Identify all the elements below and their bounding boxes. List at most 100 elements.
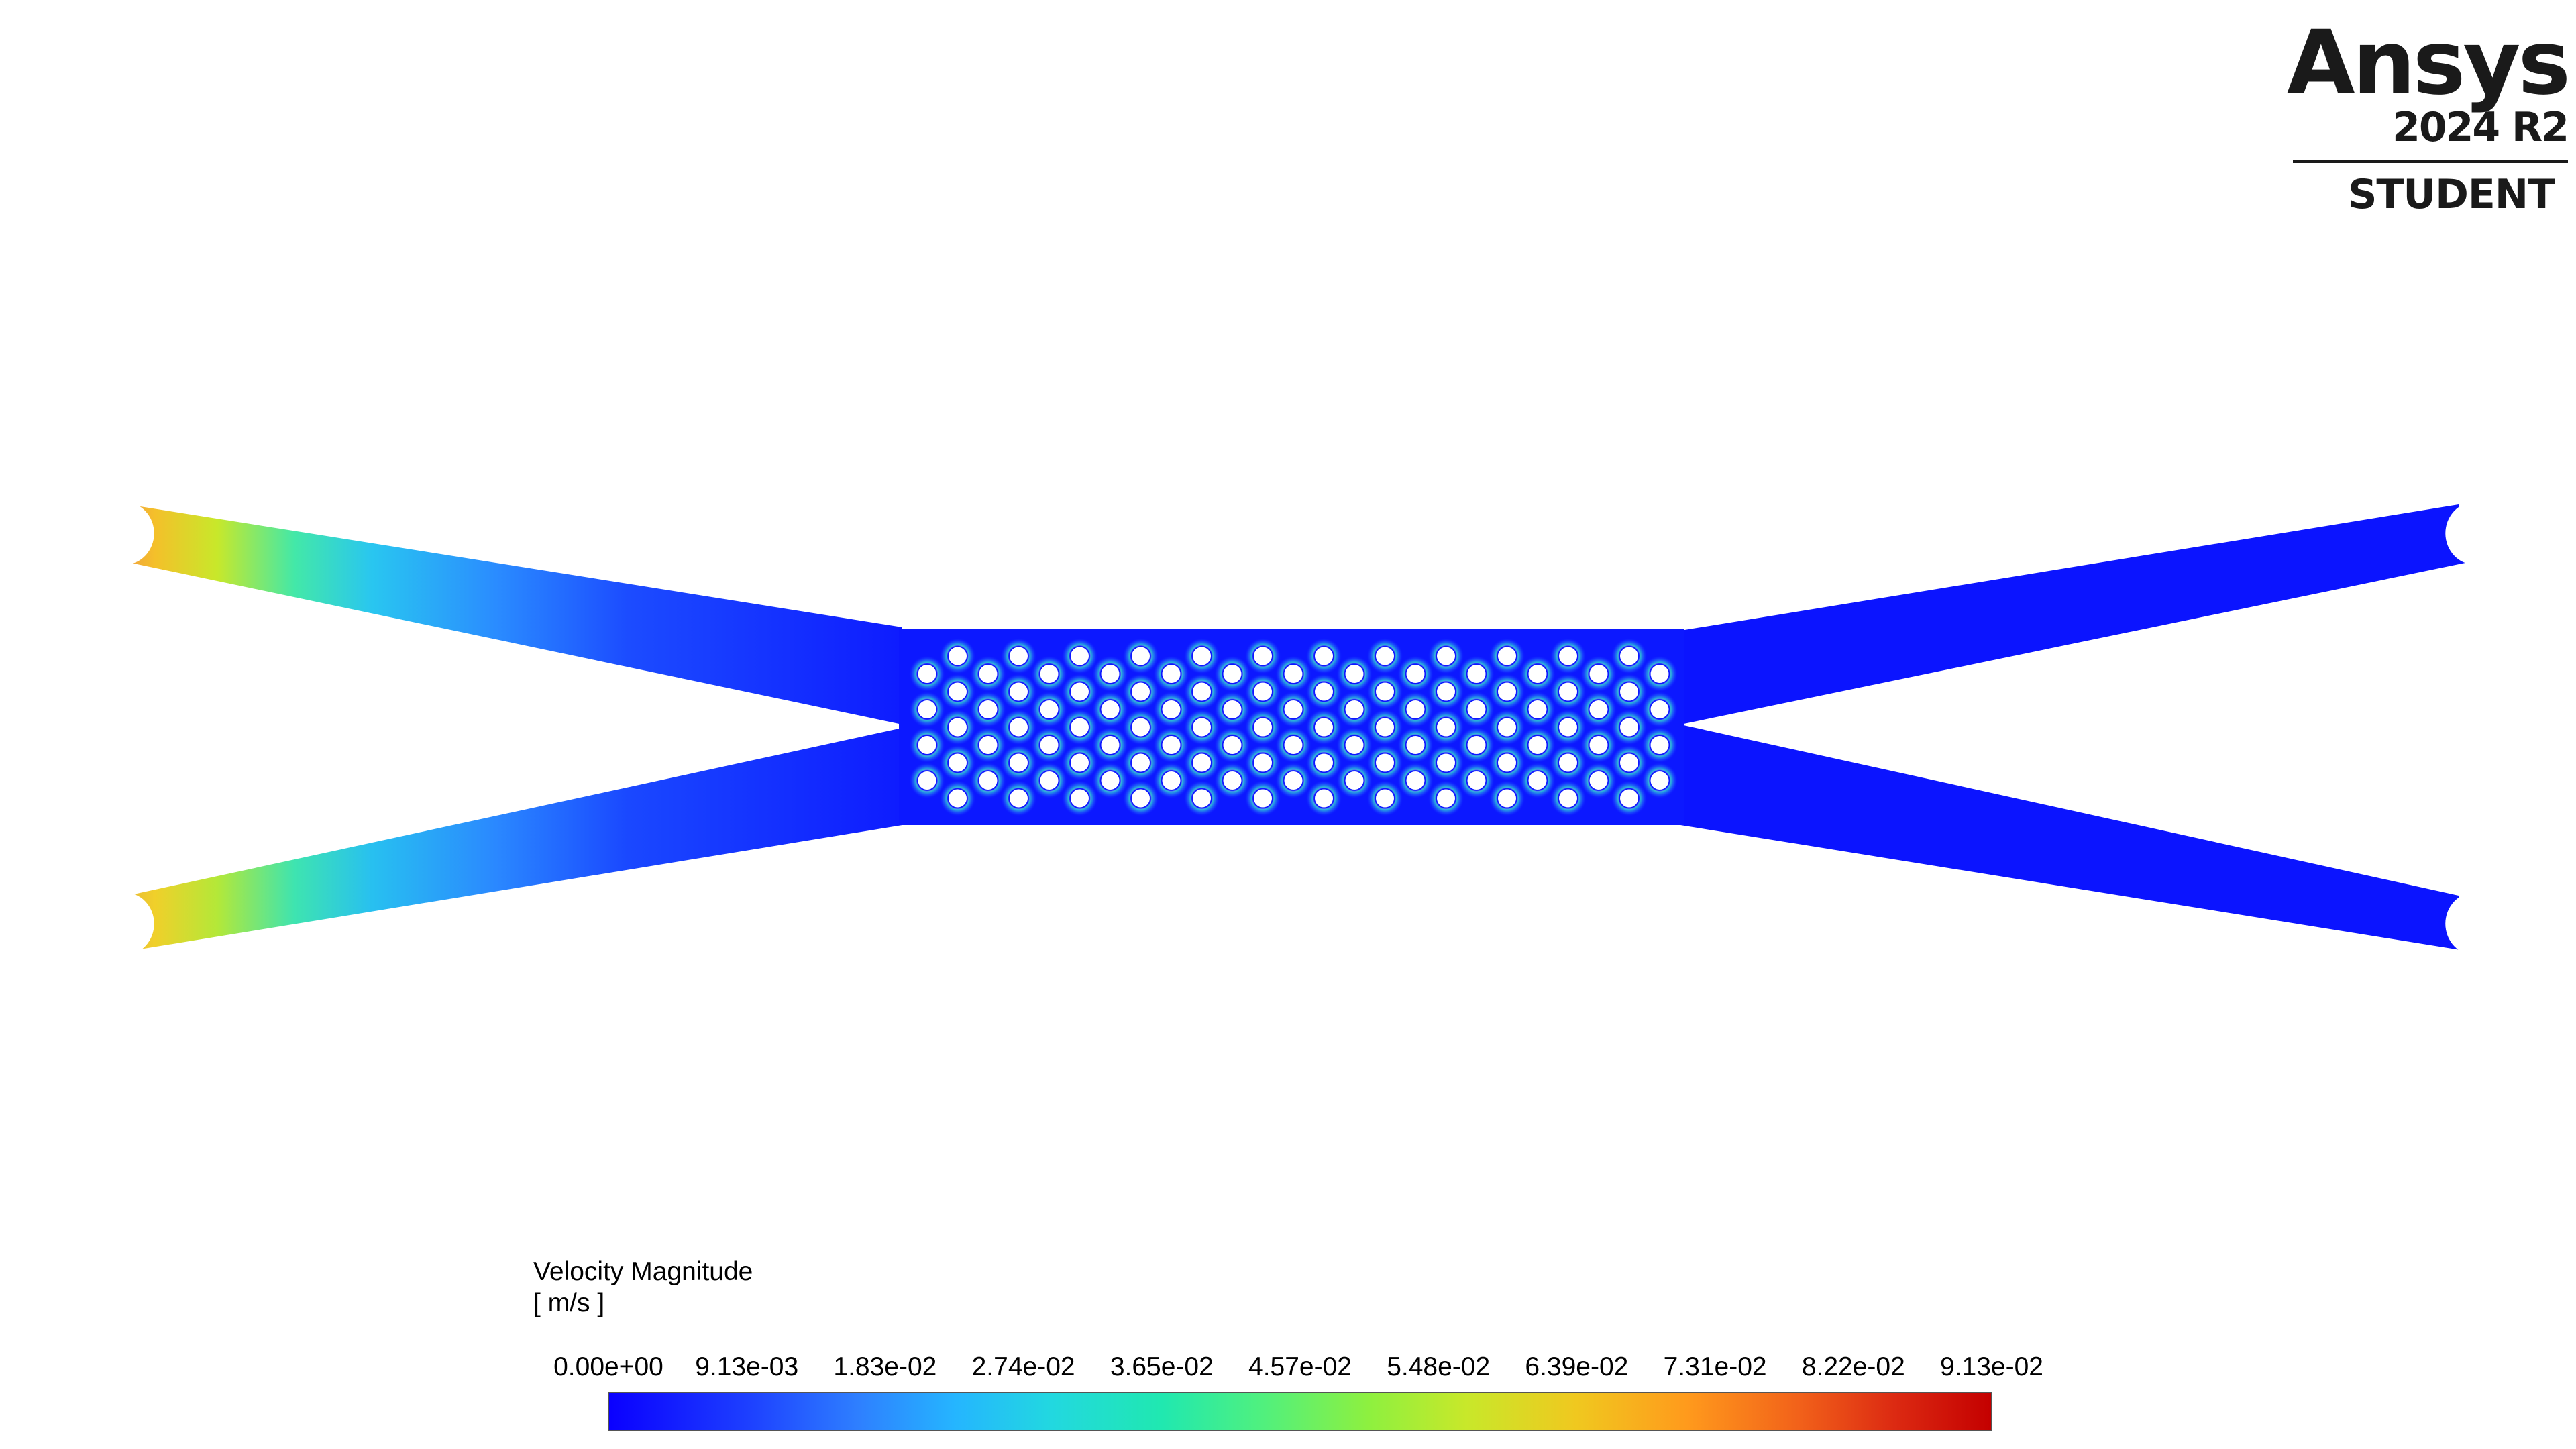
pin-fin bbox=[1254, 789, 1272, 808]
pin-fin bbox=[1315, 718, 1333, 737]
pin-fin bbox=[1437, 718, 1455, 737]
pin-fin bbox=[1559, 789, 1577, 808]
pin-fin bbox=[1467, 700, 1486, 718]
pin-fin bbox=[1376, 718, 1394, 737]
pin-fin bbox=[1498, 682, 1516, 701]
pin-fin bbox=[1315, 789, 1333, 808]
pin-fin bbox=[1528, 736, 1547, 754]
pin-fin bbox=[1223, 736, 1242, 754]
pin-fin bbox=[1467, 665, 1486, 683]
pin-fin bbox=[1498, 718, 1516, 737]
pin-fin bbox=[1528, 665, 1547, 683]
pin-fin bbox=[1376, 789, 1394, 808]
pin-fin bbox=[1498, 647, 1516, 665]
logo-brand: Ansys bbox=[2286, 11, 2571, 115]
pin-fin bbox=[1132, 718, 1150, 737]
pin-fin bbox=[1376, 753, 1394, 772]
inlet-arm-lower-left bbox=[127, 728, 902, 951]
pin-fin bbox=[1162, 700, 1181, 718]
ansys-logo: Ansys 2024 R2 STUDENT bbox=[2287, 19, 2571, 227]
pin-fin bbox=[1345, 736, 1364, 754]
pin-fin bbox=[1498, 789, 1516, 808]
pin-fin bbox=[1162, 771, 1181, 790]
pin-fin bbox=[1223, 700, 1242, 718]
pin-fin bbox=[1528, 700, 1547, 718]
pin-fin bbox=[1193, 789, 1211, 808]
pin-fin bbox=[1620, 753, 1638, 772]
pin-fin bbox=[1406, 736, 1425, 754]
pin-fin bbox=[1254, 682, 1272, 701]
pin-fin bbox=[1406, 771, 1425, 790]
pin-fin bbox=[1650, 771, 1669, 790]
pin-fin bbox=[1284, 736, 1303, 754]
pin-fin bbox=[918, 700, 936, 718]
pin-fin bbox=[1589, 736, 1608, 754]
pin-fin bbox=[1010, 718, 1028, 737]
pin-fin bbox=[1315, 753, 1333, 772]
pin-fin bbox=[1620, 789, 1638, 808]
pin-fin bbox=[1101, 665, 1120, 683]
pin-fin bbox=[1467, 736, 1486, 754]
inlet-arm-upper-left bbox=[127, 504, 902, 724]
pin-fin bbox=[1040, 771, 1059, 790]
pin-fin bbox=[1132, 647, 1150, 665]
pin-fin bbox=[1437, 682, 1455, 701]
pin-fin bbox=[1010, 789, 1028, 808]
pin-fin bbox=[1650, 736, 1669, 754]
pin-fin bbox=[1620, 647, 1638, 665]
pin-fin bbox=[1040, 700, 1059, 718]
pin-fin bbox=[1589, 665, 1608, 683]
pin-fin bbox=[1437, 647, 1455, 665]
pin-fin bbox=[979, 771, 998, 790]
pin-fin bbox=[1132, 682, 1150, 701]
pin-fin bbox=[1284, 771, 1303, 790]
pin-fin bbox=[1528, 771, 1547, 790]
pin-fin bbox=[1345, 771, 1364, 790]
pin-fin bbox=[1345, 700, 1364, 718]
pin-fin bbox=[1589, 700, 1608, 718]
pin-fin bbox=[1132, 789, 1150, 808]
pin-fin bbox=[1010, 647, 1028, 665]
pin-fin bbox=[1071, 753, 1089, 772]
logo-edition: STUDENT bbox=[2348, 171, 2555, 218]
pin-fin bbox=[1620, 682, 1638, 701]
pin-fin bbox=[918, 736, 936, 754]
pin-fin bbox=[1162, 736, 1181, 754]
pin-fin bbox=[1315, 647, 1333, 665]
pin-fin bbox=[1071, 718, 1089, 737]
pin-fin bbox=[1406, 665, 1425, 683]
pin-fin bbox=[1650, 665, 1669, 683]
pin-fin bbox=[1254, 647, 1272, 665]
pin-fin bbox=[949, 753, 967, 772]
pin-fin bbox=[1284, 665, 1303, 683]
outlet-arm-lower-right bbox=[1680, 724, 2469, 951]
pin-fin bbox=[949, 718, 967, 737]
pin-fin bbox=[1437, 753, 1455, 772]
pin-fin bbox=[979, 700, 998, 718]
pin-fin bbox=[949, 789, 967, 808]
pin-fin bbox=[1559, 647, 1577, 665]
pin-fin bbox=[1620, 718, 1638, 737]
outlet-arm-upper-right bbox=[1680, 504, 2469, 724]
pin-fin bbox=[1254, 718, 1272, 737]
pin-fin bbox=[1315, 682, 1333, 701]
pin-fin bbox=[1559, 682, 1577, 701]
pin-fin bbox=[1101, 736, 1120, 754]
pin-fin bbox=[1101, 700, 1120, 718]
pin-fin bbox=[1193, 682, 1211, 701]
pin-fin bbox=[1193, 753, 1211, 772]
pin-fin bbox=[1437, 789, 1455, 808]
pin-fin bbox=[1498, 753, 1516, 772]
pin-array bbox=[909, 638, 1678, 816]
pin-fin bbox=[1589, 771, 1608, 790]
pin-fin bbox=[1376, 647, 1394, 665]
pin-fin bbox=[1010, 682, 1028, 701]
pin-fin bbox=[918, 771, 936, 790]
pin-fin bbox=[918, 665, 936, 683]
pin-fin bbox=[1071, 789, 1089, 808]
pin-fin bbox=[1284, 700, 1303, 718]
logo-divider bbox=[2293, 160, 2568, 163]
pin-fin bbox=[1040, 736, 1059, 754]
